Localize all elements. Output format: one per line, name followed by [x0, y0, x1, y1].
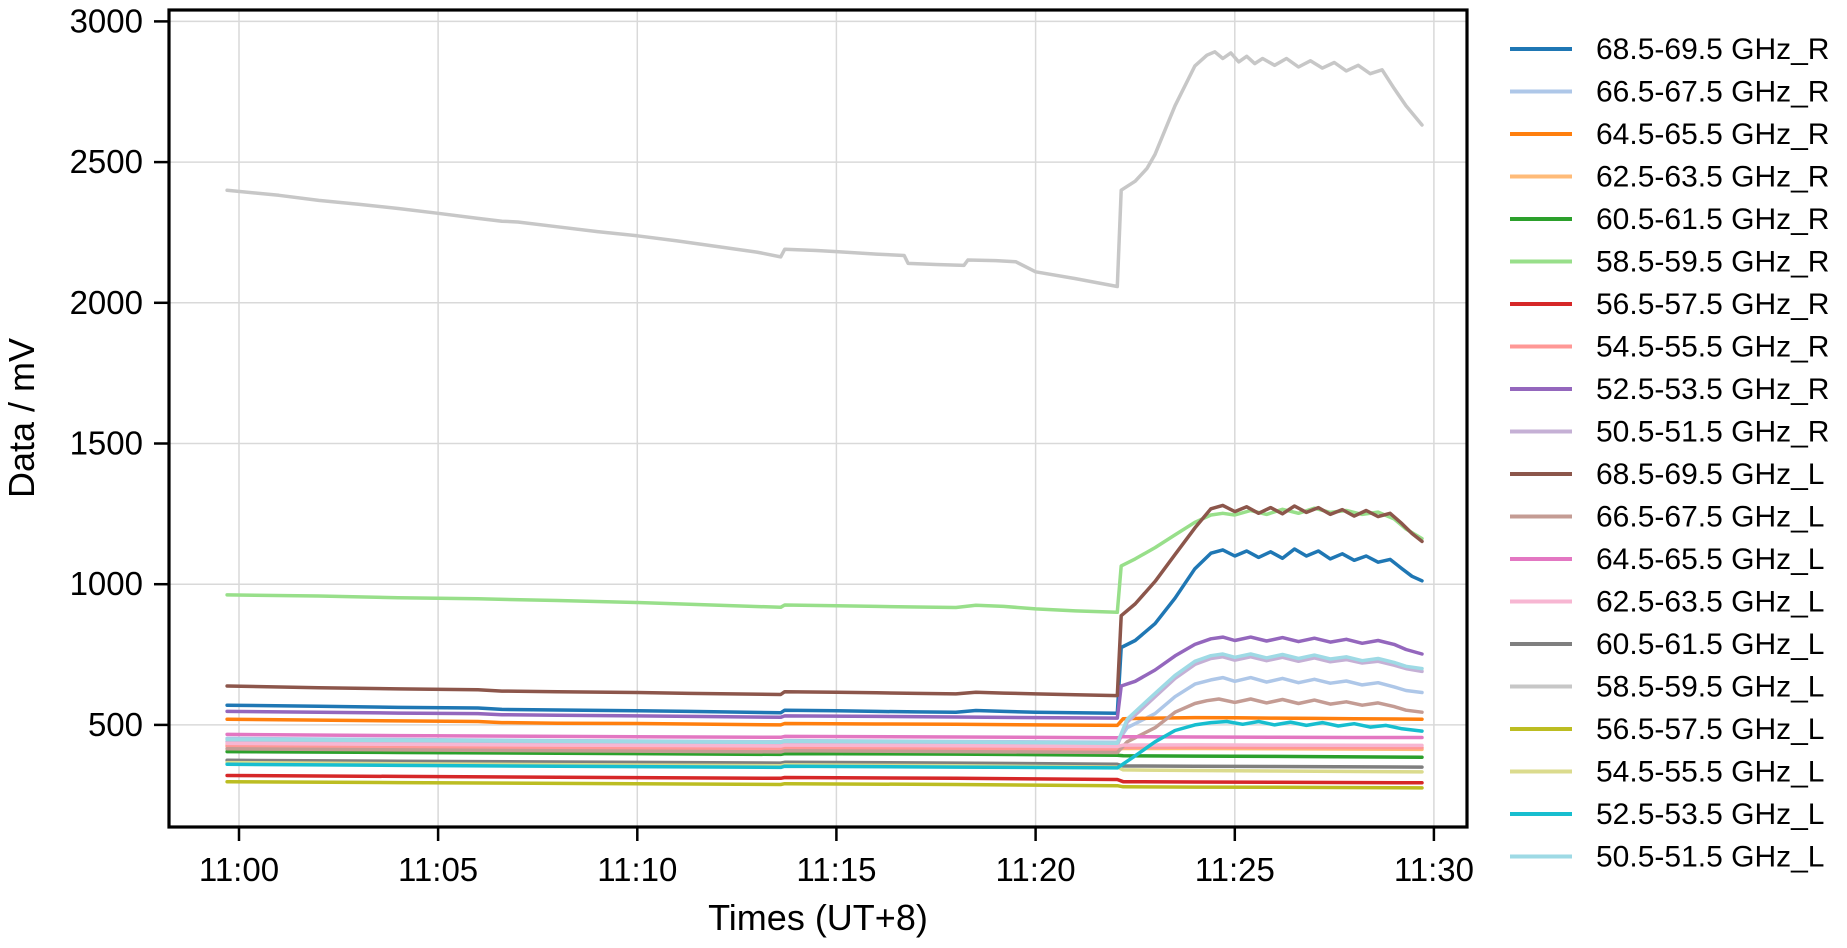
y-tick-label: 2500 [70, 143, 143, 180]
series-line-56-5-57-5-ghz-l [225, 779, 1424, 790]
series-line-52-5-53-5-ghz-l [225, 719, 1424, 770]
series-line-58-5-59-5-ghz-r [225, 506, 1424, 615]
axes-layer: 11:00 11:05 11:10 11:15 11:20 11:25 11:30 500 10… [70, 2, 1474, 888]
legend-label-3: 64.5-65.5 GHz_R [1596, 118, 1829, 151]
series-line-66-5-67-5-ghz-l [225, 697, 1424, 755]
y-tick-label: 2000 [70, 284, 143, 321]
y-axis-label: Data / mV [1, 338, 42, 498]
series-line-68-5-69-5-ghz-r [225, 547, 1424, 716]
legend-label-4: 62.5-63.5 GHz_R [1596, 161, 1829, 194]
legend-label-11: 68.5-69.5 GHz_L [1596, 458, 1824, 491]
legend-label-10: 50.5-51.5 GHz_R [1596, 416, 1829, 449]
grid-layer [169, 10, 1467, 827]
series-line-54-5-55-5-ghz-r [225, 744, 1424, 752]
legend-label-8: 54.5-55.5 GHz_R [1596, 331, 1829, 364]
x-tick-label: 11:05 [398, 851, 478, 888]
y-tick-label: 500 [88, 706, 143, 743]
series-line-60-5-61-5-ghz-l [225, 758, 1424, 769]
x-tick-label: 11:00 [199, 851, 279, 888]
series-line-58-5-59-5-ghz-l [225, 50, 1424, 289]
y-tick-label: 1500 [70, 425, 143, 462]
x-tick-label: 11:10 [597, 851, 677, 888]
series-layer [225, 50, 1424, 790]
y-tick-label: 1000 [70, 565, 143, 602]
series-line-62-5-63-5-ghz-l [225, 741, 1424, 749]
legend-label-18: 54.5-55.5 GHz_L [1596, 756, 1824, 789]
x-tick-label: 11:30 [1394, 851, 1474, 888]
legend-label-17: 56.5-57.5 GHz_L [1596, 713, 1824, 746]
legend-label-13: 64.5-65.5 GHz_L [1596, 543, 1824, 576]
series-line-68-5-69-5-ghz-l [225, 503, 1424, 698]
legend-label-16: 58.5-59.5 GHz_L [1596, 671, 1824, 704]
legend-label-5: 60.5-61.5 GHz_R [1596, 203, 1829, 236]
x-tick-label: 11:15 [796, 851, 876, 888]
series-line-60-5-61-5-ghz-r [225, 749, 1424, 759]
series-line-50-5-51-5-ghz-l [225, 652, 1424, 745]
legend-label-6: 58.5-59.5 GHz_R [1596, 246, 1829, 279]
legend-label-9: 52.5-53.5 GHz_R [1596, 373, 1829, 406]
legend-label-2: 66.5-67.5 GHz_R [1596, 76, 1829, 109]
x-tick-label: 11:25 [1195, 851, 1275, 888]
series-line-64-5-65-5-ghz-l [225, 732, 1424, 740]
x-tick-label: 11:20 [996, 851, 1076, 888]
legend-layer: 68.5-69.5 GHz_R 66.5-67.5 GHz_R 64.5-65.5 … [1510, 33, 1829, 874]
plot-border [167, 8, 1469, 829]
legend-label-19: 52.5-53.5 GHz_L [1596, 798, 1824, 831]
y-tick-label: 3000 [70, 2, 143, 39]
legend-label-12: 66.5-67.5 GHz_L [1596, 501, 1824, 534]
legend-label-1: 68.5-69.5 GHz_R [1596, 33, 1829, 66]
series-line-52-5-53-5-ghz-r [225, 635, 1424, 720]
legend-label-20: 50.5-51.5 GHz_L [1596, 841, 1824, 874]
legend-label-15: 60.5-61.5 GHz_L [1596, 628, 1824, 661]
legend-label-7: 56.5-57.5 GHz_R [1596, 288, 1829, 321]
x-axis-label: Times (UT+8) [708, 897, 928, 938]
legend-label-14: 62.5-63.5 GHz_L [1596, 586, 1824, 619]
series-line-64-5-65-5-ghz-r [225, 715, 1424, 728]
series-line-56-5-57-5-ghz-r [225, 773, 1424, 785]
